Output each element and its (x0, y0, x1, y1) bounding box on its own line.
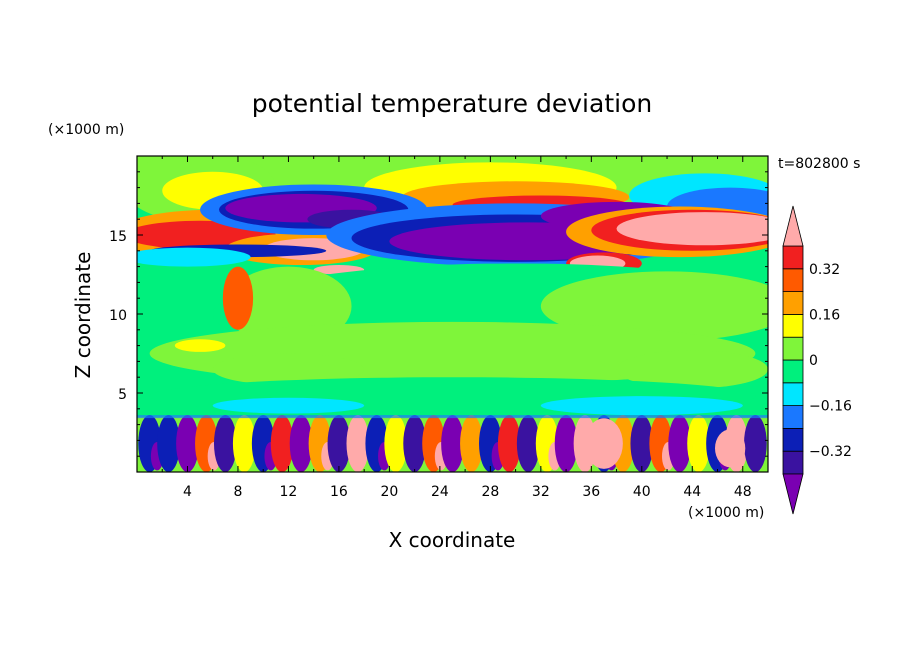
x-tick-label: 44 (683, 484, 701, 500)
x-tick-label: 8 (233, 484, 242, 500)
y-unit-label: (×1000 m) (48, 122, 124, 138)
boundary-plume (516, 415, 540, 472)
boundary-plume (327, 415, 351, 472)
y-axis-label: Z coordinate (71, 252, 95, 379)
x-tick-label: 28 (481, 484, 499, 500)
y-tick-label: 5 (118, 387, 127, 403)
colorbar-tick-label: −0.16 (809, 399, 852, 415)
colorbar-segment (782, 291, 804, 315)
field-blob (212, 353, 365, 386)
chart-title: potential temperature deviation (252, 89, 652, 118)
boundary-plume (554, 415, 578, 472)
x-tick-label: 16 (330, 484, 348, 500)
x-axis-label: X coordinate (389, 528, 516, 552)
field-blob (616, 212, 768, 246)
boundary-plume (176, 415, 199, 472)
colorbar-tick-label: −0.32 (809, 444, 852, 460)
x-tick-label: 4 (183, 484, 192, 500)
boundary-plume (403, 415, 426, 472)
field-blob (222, 266, 254, 330)
boundary-plume (668, 415, 692, 472)
boundary-plume (744, 415, 767, 472)
field-blob (540, 396, 743, 416)
boundary-plume (441, 415, 464, 472)
field-blob (174, 339, 226, 352)
x-axis: 4 8 12 16 20 24 28 32 36 40 44 48 (161, 156, 752, 500)
colorbar-segment (782, 405, 804, 429)
colorbar-tick-label: 0.32 (809, 262, 840, 278)
field-blob (616, 350, 768, 389)
boundary-plume (232, 415, 256, 472)
boundary-plume (497, 415, 521, 472)
y-tick-label: 15 (109, 229, 127, 245)
colorbar-segment (782, 268, 804, 292)
boundary-plume (687, 415, 710, 472)
colorbar-segment (782, 359, 804, 384)
x-tick-label: 36 (582, 484, 600, 500)
boundary-plume (384, 415, 408, 472)
x-tick-label: 48 (734, 484, 752, 500)
y-axis: 5 10 15 (109, 171, 768, 457)
colorbar-segment (782, 427, 804, 452)
colorbar-segment (782, 336, 804, 361)
x-tick-label: 40 (633, 484, 651, 500)
x-unit-label: (×1000 m) (688, 505, 764, 521)
colorbar: 0.32 0.16 0 −0.16 −0.32 (782, 205, 852, 515)
boundary-plume (289, 415, 313, 472)
x-tick-label: 20 (380, 484, 398, 500)
contour-field (137, 156, 768, 472)
colorbar-segment (782, 313, 804, 338)
colorbar-max-triangle (782, 205, 804, 247)
field-blob (540, 271, 768, 341)
colorbar-min-triangle (782, 473, 804, 515)
colorbar-segment (782, 245, 804, 270)
boundary-plume (585, 418, 623, 469)
boundary-plume (213, 415, 237, 472)
colorbar-tick-label: 0.16 (809, 307, 840, 323)
boundary-plume (157, 415, 180, 472)
boundary-plume (346, 415, 370, 472)
colorbar-tick-label: 0 (809, 353, 818, 369)
y-tick-label: 10 (109, 308, 127, 324)
x-tick-label: 32 (532, 484, 550, 500)
x-tick-label: 24 (431, 484, 449, 500)
boundary-plume (714, 429, 746, 468)
boundary-plume (630, 415, 654, 472)
field-blob (212, 397, 365, 414)
boundary-plume (270, 415, 294, 472)
x-tick-label: 12 (280, 484, 298, 500)
boundary-plume (460, 415, 483, 472)
colorbar-segment (782, 382, 804, 406)
colorbar-segment (782, 450, 804, 475)
boundary-top-edge (137, 415, 768, 419)
time-label: t=802800 s (778, 156, 860, 172)
field-blob (137, 247, 251, 267)
